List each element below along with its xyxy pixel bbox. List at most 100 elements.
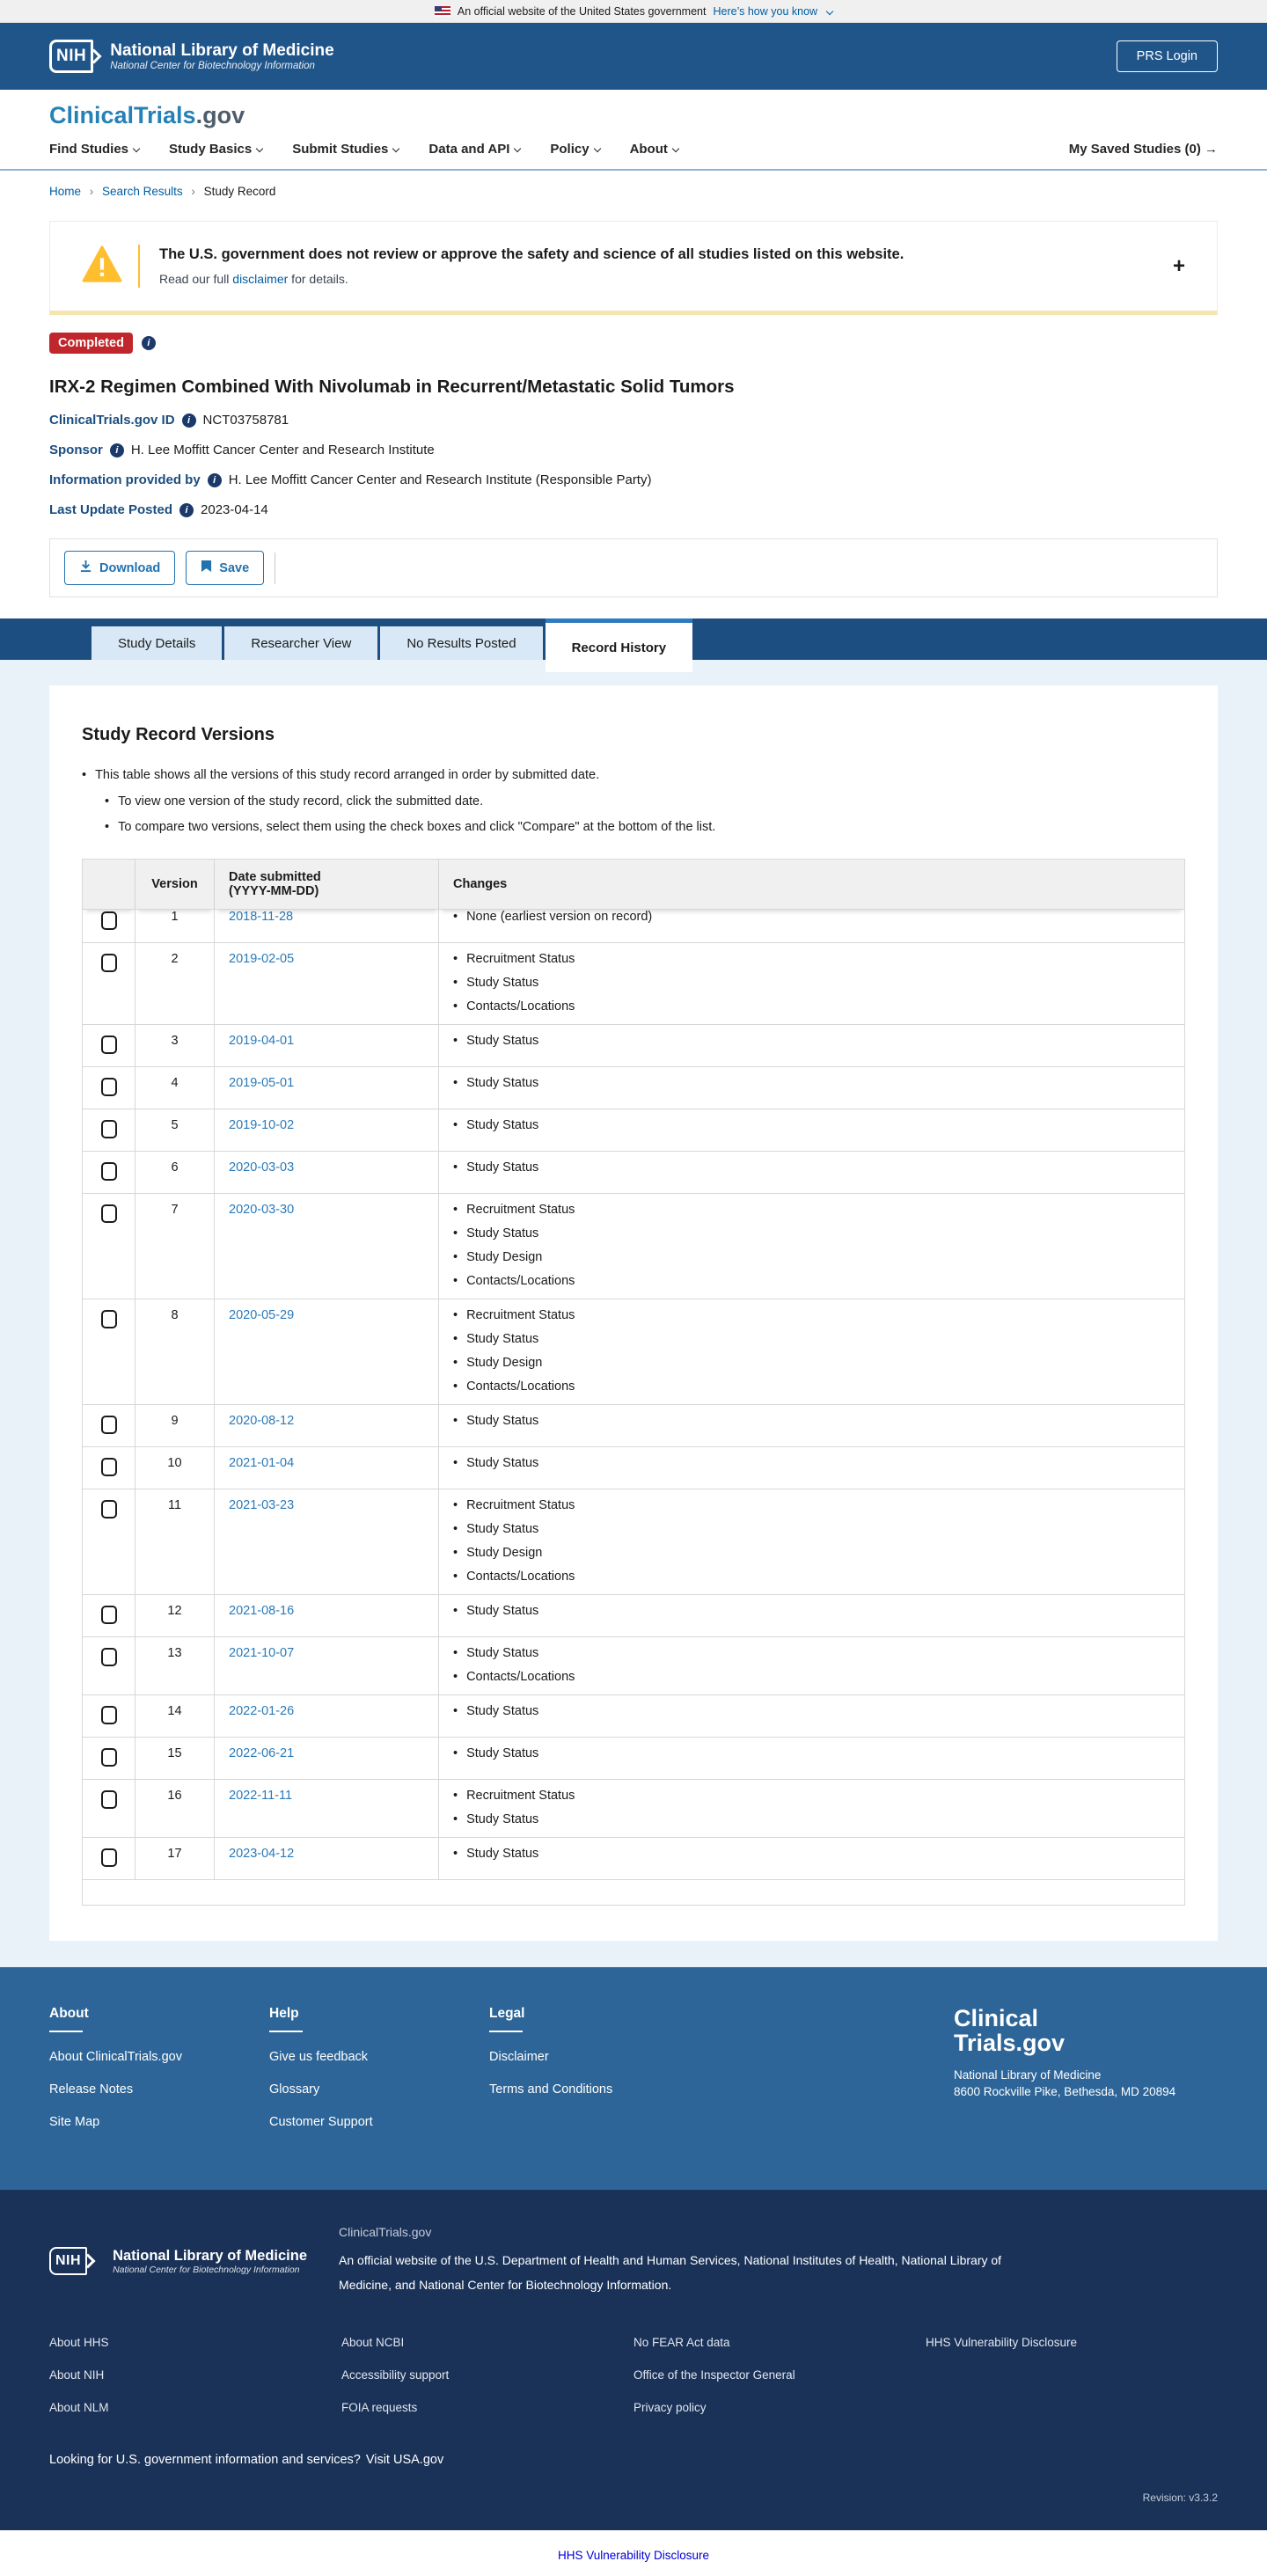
info-icon[interactable]: i (207, 472, 222, 487)
nih-link[interactable]: National Institutes of Health (743, 2253, 895, 2267)
save-button[interactable]: Save (186, 551, 265, 585)
date-submitted-link[interactable]: 2019-04-01 (229, 1034, 295, 1048)
footer-link[interactable]: Customer Support (269, 2115, 373, 2129)
date-submitted-link[interactable]: 2020-03-03 (229, 1160, 295, 1175)
footer-site-name: ClinicalTrials.gov (339, 2225, 432, 2239)
date-submitted-link[interactable]: 2021-01-04 (229, 1456, 295, 1470)
version-checkbox[interactable] (100, 1848, 117, 1867)
date-submitted-link[interactable]: 2020-03-30 (229, 1203, 295, 1217)
footer-link[interactable]: About NLM (49, 2401, 109, 2414)
date-submitted-link[interactable]: 2020-08-12 (229, 1414, 295, 1428)
column-header-changes: Changes (439, 860, 1184, 910)
nav-item-study-basics[interactable]: Study Basics (169, 142, 264, 157)
date-submitted-link[interactable]: 2022-01-26 (229, 1704, 295, 1718)
version-checkbox[interactable] (100, 1790, 117, 1809)
versions-scroll[interactable]: Version Date submitted (YYYY-MM-DD) Chan… (82, 859, 1185, 1906)
version-checkbox[interactable] (100, 1748, 117, 1767)
hhs-vulnerability-link[interactable]: HHS Vulnerability Disclosure (557, 2549, 710, 2562)
date-submitted-link[interactable]: 2021-08-16 (229, 1604, 295, 1618)
download-button[interactable]: Download (64, 551, 176, 585)
footer-link[interactable]: FOIA requests (341, 2401, 418, 2414)
tab-researcher-view[interactable]: Researcher View (224, 626, 378, 660)
date-submitted-link[interactable]: 2021-10-07 (229, 1646, 295, 1660)
date-submitted-link[interactable]: 2019-10-02 (229, 1118, 295, 1132)
footer-link[interactable]: About ClinicalTrials.gov (49, 2050, 182, 2064)
expand-banner-button[interactable]: + (1162, 254, 1196, 279)
ncbi-link[interactable]: National Center for Biotechnology Inform… (419, 2278, 669, 2292)
breadcrumb-search-results[interactable]: Search Results (102, 185, 183, 198)
version-checkbox[interactable] (100, 1500, 117, 1519)
version-checkbox[interactable] (100, 954, 117, 972)
nav-item-find-studies[interactable]: Find Studies (49, 142, 141, 157)
footer-link[interactable]: Disclaimer (489, 2050, 549, 2064)
nih-logo[interactable]: NIH (49, 40, 102, 73)
download-icon (79, 560, 92, 576)
info-icon[interactable]: i (181, 413, 196, 428)
nav-item-about[interactable]: About (630, 142, 680, 157)
version-checkbox[interactable] (100, 1606, 117, 1624)
chevron-down-icon (825, 7, 834, 15)
info-icon[interactable]: i (179, 502, 194, 517)
clinicaltrials-logo[interactable]: ClinicalTrials.gov (49, 102, 245, 128)
footer-link[interactable]: Release Notes (49, 2082, 134, 2097)
tab-study-details[interactable]: Study Details (92, 626, 223, 660)
version-checkbox[interactable] (100, 1162, 117, 1181)
version-row: 15 2022-06-21 • Study Status (83, 1738, 1184, 1780)
version-checkbox[interactable] (100, 1648, 117, 1666)
info-icon[interactable]: i (109, 443, 124, 457)
bullet: • (453, 1034, 458, 1048)
disclaimer-link[interactable]: disclaimer (232, 272, 289, 286)
change-item: • Study Status (453, 1847, 539, 1861)
info-icon[interactable]: i (141, 336, 156, 350)
footer-link[interactable]: Office of the Inspector General (634, 2368, 795, 2382)
version-checkbox[interactable] (100, 1416, 117, 1434)
breadcrumb-separator: › (191, 185, 195, 198)
version-checkbox[interactable] (100, 911, 117, 930)
gov-banner: An official website of the United States… (0, 0, 1267, 23)
visit-usagov-link[interactable]: Visit USA.gov (365, 2453, 444, 2467)
version-checkbox[interactable] (100, 1458, 117, 1476)
footer-link[interactable]: Privacy policy (634, 2401, 707, 2414)
date-submitted-link[interactable]: 2022-06-21 (229, 1746, 295, 1760)
bullet: • (453, 976, 458, 990)
bullet: • (453, 1076, 458, 1090)
date-submitted-link[interactable]: 2019-02-05 (229, 952, 295, 966)
footer-link[interactable]: Accessibility support (341, 2368, 450, 2382)
version-row: 2 2019-02-05 • Recruitment Status • Study … (83, 943, 1184, 1025)
version-checkbox[interactable] (100, 1120, 117, 1138)
version-checkbox[interactable] (100, 1706, 117, 1724)
date-submitted-link[interactable]: 2020-05-29 (229, 1308, 295, 1322)
version-checkbox[interactable] (100, 1204, 117, 1223)
nlm-link[interactable]: National Library of Medicine (339, 2253, 1002, 2292)
footer-link[interactable]: About NIH (49, 2368, 105, 2382)
date-submitted-link[interactable]: 2021-03-23 (229, 1498, 295, 1512)
footer-link[interactable]: Give us feedback (269, 2050, 369, 2064)
footer-link[interactable]: About NCBI (341, 2336, 405, 2349)
breadcrumb-home[interactable]: Home (49, 185, 82, 198)
footer-link[interactable]: Terms and Conditions (489, 2082, 613, 2097)
date-submitted-link[interactable]: 2023-04-12 (229, 1847, 295, 1861)
version-checkbox[interactable] (100, 1310, 117, 1328)
version-checkbox[interactable] (100, 1078, 117, 1096)
date-submitted-link[interactable]: 2022-11-11 (229, 1789, 293, 1803)
footer-link[interactable]: About HHS (49, 2336, 109, 2349)
date-submitted-link[interactable]: 2019-05-01 (229, 1076, 295, 1090)
disclaimer-banner: The U.S. government does not review or a… (49, 221, 1218, 315)
tab-record-history[interactable]: Record History (545, 618, 693, 672)
nav-item-policy[interactable]: Policy (550, 142, 601, 157)
prs-login-button[interactable]: PRS Login (1116, 40, 1218, 72)
footer-link[interactable]: Glossary (269, 2082, 320, 2097)
change-item: • Contacts/Locations (453, 1379, 575, 1394)
date-submitted-link[interactable]: 2018-11-28 (229, 910, 294, 924)
nav-item-submit-studies[interactable]: Submit Studies (292, 142, 400, 157)
hhs-link[interactable]: U.S. Department of Health and Human Serv… (474, 2253, 737, 2267)
footer-link[interactable]: Site Map (49, 2115, 100, 2129)
footer-link[interactable]: No FEAR Act data (634, 2336, 730, 2349)
nav-item-data-and-api[interactable]: Data and API (428, 142, 522, 157)
how-you-know-link[interactable]: Here’s how you know (713, 4, 818, 18)
tab-no-results-posted[interactable]: No Results Posted (380, 626, 543, 660)
version-checkbox[interactable] (100, 1036, 117, 1054)
footer-link[interactable]: HHS Vulnerability Disclosure (926, 2336, 1078, 2349)
my-saved-studies-link[interactable]: My Saved Studies (0) → (1068, 142, 1218, 157)
footer-link-grid: About HHS About NIH About NLM About NCBI Ac… (49, 2336, 1218, 2433)
